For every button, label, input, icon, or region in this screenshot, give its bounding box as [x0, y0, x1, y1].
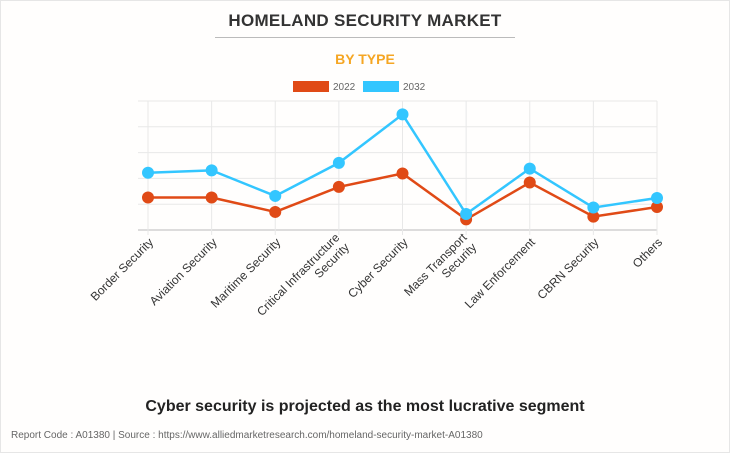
x-tick-label: Border Security	[88, 235, 156, 303]
x-tick-label-line: CBRN Security	[535, 235, 602, 302]
data-point-2032	[587, 201, 600, 214]
data-point-2022	[396, 167, 409, 180]
x-tick-label-line: Cyber Security	[345, 235, 411, 301]
data-point-2032	[460, 208, 473, 221]
data-point-2032	[651, 192, 663, 205]
data-point-2022	[587, 210, 600, 223]
data-point-2022	[651, 201, 663, 214]
data-point-2022	[205, 191, 218, 204]
data-point-2022	[142, 191, 154, 204]
data-point-2032	[396, 108, 409, 121]
data-point-2032	[142, 166, 154, 179]
data-point-2032	[523, 162, 536, 175]
x-tick-label: Aviation Security	[147, 235, 220, 308]
x-tick-label: CBRN Security	[535, 235, 602, 302]
data-point-2032	[332, 156, 345, 169]
legend-swatch-2022	[293, 81, 329, 92]
data-point-2022	[332, 180, 345, 193]
legend-label-2022: 2022	[333, 82, 356, 93]
source-note: Report Code : A01380 | Source : https://…	[11, 430, 483, 441]
data-point-2032	[205, 164, 218, 177]
x-tick-label: Others	[630, 235, 665, 270]
title-divider	[215, 37, 515, 38]
legend-label-2032: 2032	[403, 82, 426, 93]
legend-swatch-2032	[363, 81, 399, 92]
x-tick-label-line: Aviation Security	[147, 235, 220, 308]
data-point-2022	[523, 176, 536, 189]
data-point-2032	[269, 189, 282, 202]
chart-subtitle: BY TYPE	[335, 51, 395, 67]
data-point-2022	[269, 205, 282, 218]
chart-title: HOMELAND SECURITY MARKET	[228, 11, 502, 30]
x-tick-label: Cyber Security	[345, 235, 411, 301]
chart-tagline: Cyber security is projected as the most …	[145, 398, 585, 415]
x-tick-label-line: Others	[630, 235, 665, 270]
x-tick-label-line: Border Security	[88, 235, 156, 303]
